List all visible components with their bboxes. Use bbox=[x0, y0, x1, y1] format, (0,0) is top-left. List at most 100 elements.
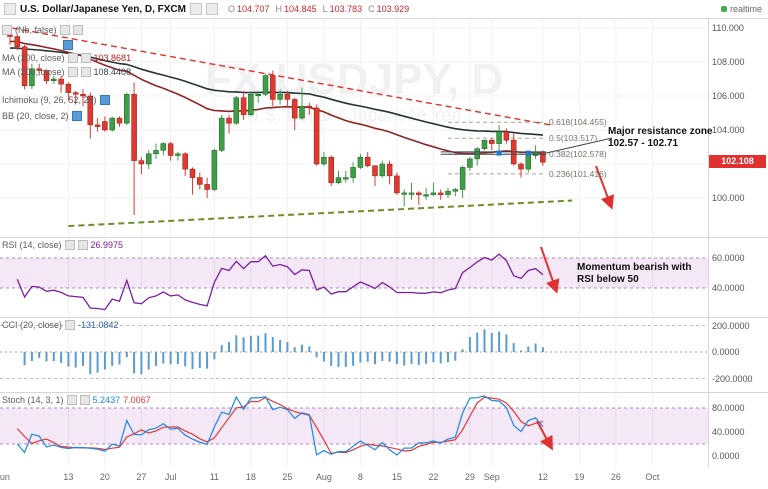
time-axis-label: 11 bbox=[209, 472, 220, 482]
eye-icon[interactable] bbox=[71, 111, 82, 121]
time-axis-label: 26 bbox=[610, 472, 621, 482]
high-label: H bbox=[275, 4, 283, 14]
legend-label[interactable]: MA (100, close) bbox=[2, 53, 65, 63]
rsi-axis-label: 40.0000 bbox=[712, 283, 745, 293]
stoch-axis-label: 80.0000 bbox=[712, 403, 745, 413]
close-icon[interactable] bbox=[77, 240, 88, 250]
fib-level-label: 0.382(102.578) bbox=[549, 149, 607, 160]
time-axis-label: Oct bbox=[645, 472, 660, 482]
gear-icon[interactable] bbox=[59, 25, 70, 35]
price-axis[interactable] bbox=[709, 19, 768, 467]
rsi-legend-label[interactable]: RSI (14, close) bbox=[2, 240, 62, 250]
time-axis-label: Aug bbox=[315, 472, 332, 482]
legend-label[interactable]: (Nb, false) bbox=[15, 25, 57, 35]
momentum-annotation-line2: RSI below 50 bbox=[577, 274, 639, 285]
close-icon[interactable] bbox=[205, 3, 218, 15]
time-axis-label: 22 bbox=[428, 472, 439, 482]
drawing-handle[interactable] bbox=[525, 150, 531, 156]
realtime-status: realtime bbox=[720, 4, 762, 14]
price-axis-label: 106.000 bbox=[712, 91, 745, 101]
gear-icon[interactable] bbox=[64, 240, 75, 250]
gear-icon[interactable] bbox=[67, 53, 78, 63]
rsi-axis-label: 60.0000 bbox=[712, 253, 745, 263]
cci-axis-label: 0.0000 bbox=[712, 347, 740, 357]
high-value: 104.845 bbox=[284, 4, 317, 14]
stoch-axis-label: 40.0000 bbox=[712, 427, 745, 437]
time-axis-label: 15 bbox=[391, 472, 402, 482]
time-axis-label: Sep bbox=[483, 472, 500, 482]
rsi-plot bbox=[16, 253, 544, 311]
realtime-label: realtime bbox=[729, 4, 762, 14]
pane-separator[interactable] bbox=[0, 392, 768, 393]
time-axis-label: Jul bbox=[164, 472, 177, 482]
legend-row-hidden[interactable] bbox=[63, 40, 73, 50]
legend-row-ichimoku[interactable]: Ichimoku (9, 26, 52, 26) bbox=[2, 95, 110, 105]
legend-row-volume[interactable]: (Nb, false) bbox=[2, 25, 83, 35]
price-axis-label: 110.000 bbox=[712, 23, 744, 33]
trendline-drawings[interactable] bbox=[2, 25, 573, 228]
stoch-legend[interactable]: Stoch (14, 3, 1) 5.2437 7.0067 bbox=[2, 395, 151, 405]
price-axis-label: 100.000 bbox=[712, 193, 745, 203]
compare-icon[interactable] bbox=[189, 3, 202, 15]
open-value: 104.707 bbox=[237, 4, 270, 14]
realtime-dot-icon bbox=[720, 6, 727, 12]
rsi-value: 26.9975 bbox=[90, 240, 124, 250]
momentum-annotation-line1: Momentum bearish with bbox=[577, 262, 692, 273]
symbol-title[interactable]: U.S. Dollar/Japanese Yen, D, FXCM bbox=[20, 3, 186, 15]
pane-separator[interactable] bbox=[0, 237, 768, 238]
low-value: 103.783 bbox=[329, 4, 363, 14]
legend-label[interactable]: BB (20, close, 2) bbox=[2, 111, 69, 121]
price-axis-label: 108.000 bbox=[712, 57, 745, 67]
ma200-value: 108.4408 bbox=[93, 67, 132, 77]
gear-icon[interactable] bbox=[66, 395, 77, 405]
fib-level-label: 0.618(104.455) bbox=[549, 117, 607, 128]
gear-icon[interactable] bbox=[67, 67, 78, 77]
legend-row-ma200[interactable]: MA (200, close) 108.4408 bbox=[2, 67, 131, 77]
time-axis-label: 18 bbox=[245, 472, 256, 482]
menu-icon[interactable] bbox=[4, 3, 16, 15]
close-label: C bbox=[368, 4, 375, 14]
fib-level-label: 0.236(101.416) bbox=[549, 168, 607, 179]
time-axis-label: 29 bbox=[464, 472, 475, 482]
indicator-bands bbox=[0, 257, 708, 445]
close-icon[interactable] bbox=[72, 25, 83, 35]
pane-separator[interactable] bbox=[0, 317, 768, 318]
eye-icon[interactable] bbox=[2, 25, 12, 35]
cci-value: -131.0842 bbox=[78, 320, 119, 330]
fib-level-label: 0.5(103.517) bbox=[549, 133, 598, 144]
time-axis-label: 19 bbox=[574, 472, 585, 482]
eye-icon[interactable] bbox=[99, 95, 110, 105]
time-axis-label: 25 bbox=[282, 472, 293, 482]
last-price-tag: 102.108 bbox=[709, 155, 766, 169]
arrow-annotations bbox=[536, 165, 615, 451]
close-icon[interactable] bbox=[80, 53, 91, 63]
close-icon[interactable] bbox=[79, 395, 90, 405]
rsi-legend[interactable]: RSI (14, close) 26.9975 bbox=[2, 240, 123, 250]
momentum-annotation: Momentum bearish with RSI below 50 bbox=[577, 262, 717, 286]
stoch-legend-label[interactable]: Stoch (14, 3, 1) bbox=[2, 395, 64, 405]
cci-axis-label: 200.0000 bbox=[712, 320, 750, 331]
cci-legend-label[interactable]: CCI (20, close) bbox=[2, 320, 63, 330]
resistance-zone-drawing[interactable] bbox=[440, 137, 613, 156]
time-axis-label: 8 bbox=[357, 472, 363, 482]
resistance-annotation: Major resistance zone 102.57 - 102.71 bbox=[608, 126, 760, 150]
drawing-handle[interactable] bbox=[496, 150, 502, 156]
gear-icon[interactable] bbox=[65, 320, 76, 330]
cci-legend[interactable]: CCI (20, close) -131.0842 bbox=[2, 320, 119, 330]
price-axis-label: 104.000 bbox=[712, 125, 745, 135]
time-axis-label: 20 bbox=[99, 472, 110, 482]
legend-label[interactable]: MA (200, close) bbox=[2, 67, 65, 77]
legend-row-bb[interactable]: BB (20, close, 2) bbox=[2, 111, 82, 121]
candlesticks[interactable] bbox=[7, 33, 546, 215]
resistance-annotation-line1: Major resistance zone bbox=[608, 126, 713, 137]
time-axis[interactable]: Jun 13 20 27 Jul 11 18 25 Aug 8 15 22 29 Sep 12 19 26 Oct bbox=[0, 467, 768, 489]
close-icon[interactable] bbox=[80, 67, 91, 77]
time-axis-label: 27 bbox=[136, 472, 147, 482]
close-value: 103.929 bbox=[376, 4, 410, 14]
cci-axis-label: -200.0000 bbox=[712, 373, 753, 384]
legend-label[interactable]: Ichimoku (9, 26, 52, 26) bbox=[2, 95, 97, 105]
axis-separator bbox=[708, 19, 709, 467]
eye-icon[interactable] bbox=[63, 40, 73, 50]
legend-row-ma100[interactable]: MA (100, close) 103.8681 bbox=[2, 53, 131, 63]
